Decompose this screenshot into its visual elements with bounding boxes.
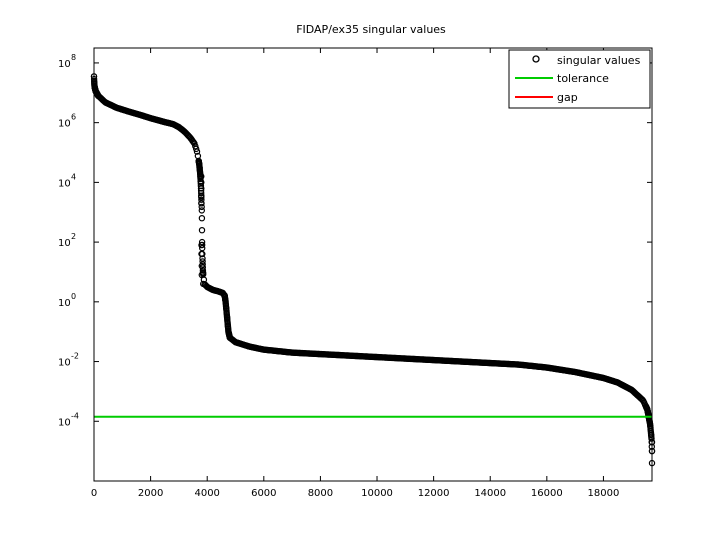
- singular-value-point: [198, 203, 205, 211]
- singular-value-point: [198, 179, 205, 186]
- singular-value-point: [198, 238, 206, 246]
- x-tick-label: 2000: [138, 488, 163, 499]
- y-tick-label-base: 10: [58, 417, 71, 428]
- y-tick-label-base: 10: [58, 59, 71, 70]
- singular-value-point: [198, 262, 205, 270]
- y-tick-label-base: 10: [58, 298, 71, 309]
- y-tick-label-exponent: 6: [71, 113, 76, 122]
- y-tick-label-exponent: -4: [71, 411, 79, 420]
- x-tick-label: 6000: [251, 488, 276, 499]
- x-tick-label: 0: [91, 488, 97, 499]
- x-tick-label: 8000: [308, 488, 333, 499]
- x-tick-label: 12000: [418, 488, 450, 499]
- singular-value-point: [198, 194, 205, 201]
- y-tick-label-base: 10: [58, 238, 71, 249]
- data-layer: [90, 73, 656, 467]
- singular-value-point: [198, 244, 206, 252]
- axes-box: [93, 47, 653, 482]
- singular-value-point: [198, 173, 205, 180]
- singular-value-point: [198, 241, 205, 249]
- y-tick-label-exponent: 2: [71, 232, 76, 241]
- x-tick-label: 4000: [194, 488, 219, 499]
- x-tick-label: 18000: [588, 488, 620, 499]
- legend-label-gap: gap: [557, 91, 578, 104]
- singular-value-point: [193, 148, 201, 155]
- singular-value-point: [198, 207, 205, 214]
- chart-title: FIDAP/ex35 singular values: [296, 23, 446, 36]
- singular-value-point: [198, 226, 206, 234]
- singular-value-point: [198, 250, 205, 258]
- singular-value-point: [198, 196, 205, 203]
- y-tick-label-exponent: 8: [71, 53, 76, 62]
- y-tick-label-base: 10: [58, 178, 71, 189]
- singular-value-point: [198, 214, 206, 222]
- singular-value-point: [226, 334, 233, 341]
- y-tick-label-base: 10: [58, 358, 71, 369]
- singular-value-point: [198, 185, 205, 192]
- singular-value-point: [198, 200, 205, 207]
- legend-label-tolerance: tolerance: [557, 72, 609, 85]
- singular-value-point: [199, 280, 207, 288]
- singular-value-point: [94, 92, 102, 100]
- x-axis: 0 2000 4000 6000 8000 10000 12000 14000 16000 180…: [91, 48, 620, 499]
- y-tick-label-exponent: 0: [71, 292, 76, 301]
- y-tick-label-exponent: -2: [71, 352, 79, 361]
- y-tick-label-exponent: 4: [71, 172, 76, 181]
- legend-marker-singular-values: [532, 55, 540, 63]
- x-tick-label: 16000: [531, 488, 563, 499]
- x-tick-label: 14000: [474, 488, 506, 499]
- legend: singular values tolerance gap: [508, 49, 651, 109]
- singular-value-point: [198, 271, 205, 279]
- y-tick-label-base: 10: [58, 119, 71, 130]
- x-tick-label: 10000: [361, 488, 393, 499]
- singular-value-point: [192, 145, 200, 153]
- legend-label-singular-values: singular values: [557, 54, 641, 67]
